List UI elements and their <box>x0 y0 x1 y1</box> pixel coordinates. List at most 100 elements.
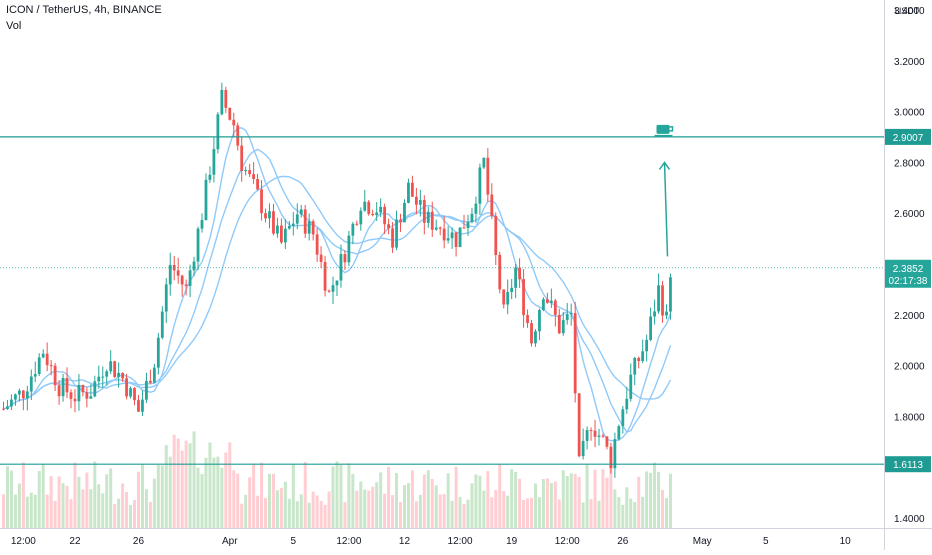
candle <box>430 201 434 237</box>
volume-bar <box>565 476 569 528</box>
volume-bar <box>486 471 490 528</box>
candle <box>73 389 77 413</box>
volume-bar <box>518 478 522 528</box>
volume-bar <box>327 491 331 528</box>
candle <box>280 218 283 244</box>
candle <box>327 289 331 293</box>
volume-bar <box>593 469 597 528</box>
candle <box>133 386 136 406</box>
volume-bar <box>45 494 49 528</box>
candle <box>573 301 577 403</box>
candle <box>264 208 267 223</box>
candle <box>295 203 299 230</box>
volume-bar <box>144 489 148 528</box>
volume-bar <box>331 466 335 528</box>
volume-bar <box>121 483 125 528</box>
candle <box>85 387 89 408</box>
volume-bar <box>208 442 212 528</box>
volume-bar <box>530 497 534 528</box>
candle <box>450 227 454 249</box>
volume-bar <box>279 487 283 528</box>
volume-bar <box>462 503 466 528</box>
candle <box>538 308 541 340</box>
candle <box>244 166 248 176</box>
candle <box>164 278 168 324</box>
volume-bar <box>21 462 25 528</box>
volume-bar <box>661 490 665 528</box>
candle <box>276 217 279 238</box>
volume-bar <box>41 464 45 528</box>
candle <box>510 278 514 300</box>
svg-text:2.3852: 2.3852 <box>893 264 924 275</box>
candle <box>407 178 410 204</box>
volume-bar <box>625 487 629 528</box>
candle <box>530 319 533 347</box>
volume-bar <box>275 490 279 528</box>
candle <box>367 199 371 216</box>
candle <box>577 393 581 458</box>
annotation-layer <box>654 124 674 257</box>
volume-bar <box>311 491 315 528</box>
candle <box>196 226 200 271</box>
volume-bar <box>323 504 327 528</box>
candle <box>272 203 275 236</box>
candle <box>478 163 482 215</box>
volume-bar <box>65 485 69 528</box>
x-tick-label: 5 <box>763 536 769 547</box>
candle <box>14 393 17 406</box>
candle <box>526 309 529 328</box>
volume-bar <box>136 471 140 528</box>
volume-bar <box>502 491 506 528</box>
candle <box>33 361 37 383</box>
coffee-cup-icon <box>654 124 674 138</box>
currency-label[interactable]: USDT <box>895 6 920 16</box>
volume-bar <box>109 468 113 528</box>
candle <box>601 433 605 439</box>
candles-layer <box>2 82 672 478</box>
candle <box>65 367 69 399</box>
candle <box>414 187 418 215</box>
candle <box>105 369 109 386</box>
y-tick-label: 2.8000 <box>894 158 925 169</box>
volume-bar <box>224 452 228 528</box>
volume-bar <box>264 497 268 528</box>
candle <box>69 389 73 409</box>
candle <box>125 373 128 400</box>
candle <box>113 360 117 378</box>
volume-bar <box>101 493 105 528</box>
volume-bar <box>152 478 156 528</box>
candle <box>339 244 343 288</box>
candle <box>45 342 49 372</box>
volume-bar <box>395 472 399 528</box>
candle <box>101 366 105 389</box>
symbol-title: ICON / TetherUS, 4h, BINANCE <box>6 4 162 16</box>
candle <box>609 442 613 474</box>
arrow-up-icon[interactable] <box>658 161 671 257</box>
x-tick-label: 10 <box>840 536 852 547</box>
volume-bar <box>664 498 668 528</box>
volume-bar <box>569 473 573 528</box>
candle <box>77 374 81 411</box>
volume-bar <box>57 476 61 528</box>
candle <box>212 137 216 183</box>
volume-bar <box>73 462 77 528</box>
candle <box>57 380 61 405</box>
x-tick-label: 12 <box>399 536 411 547</box>
volume-bar <box>494 489 498 528</box>
candle <box>438 226 442 236</box>
volume-bar <box>597 500 601 528</box>
candle <box>53 362 57 391</box>
candle <box>160 306 164 340</box>
candle <box>184 279 188 296</box>
y-tick-label: 3.2000 <box>894 57 925 68</box>
moving-average-line <box>3 148 672 433</box>
candle <box>502 289 506 309</box>
volume-bar <box>454 466 458 528</box>
volume-bar <box>458 496 462 528</box>
volume-bar <box>49 476 53 528</box>
candle <box>287 221 291 230</box>
volume-bar <box>25 496 29 528</box>
candle <box>641 339 645 364</box>
candle <box>462 214 466 229</box>
